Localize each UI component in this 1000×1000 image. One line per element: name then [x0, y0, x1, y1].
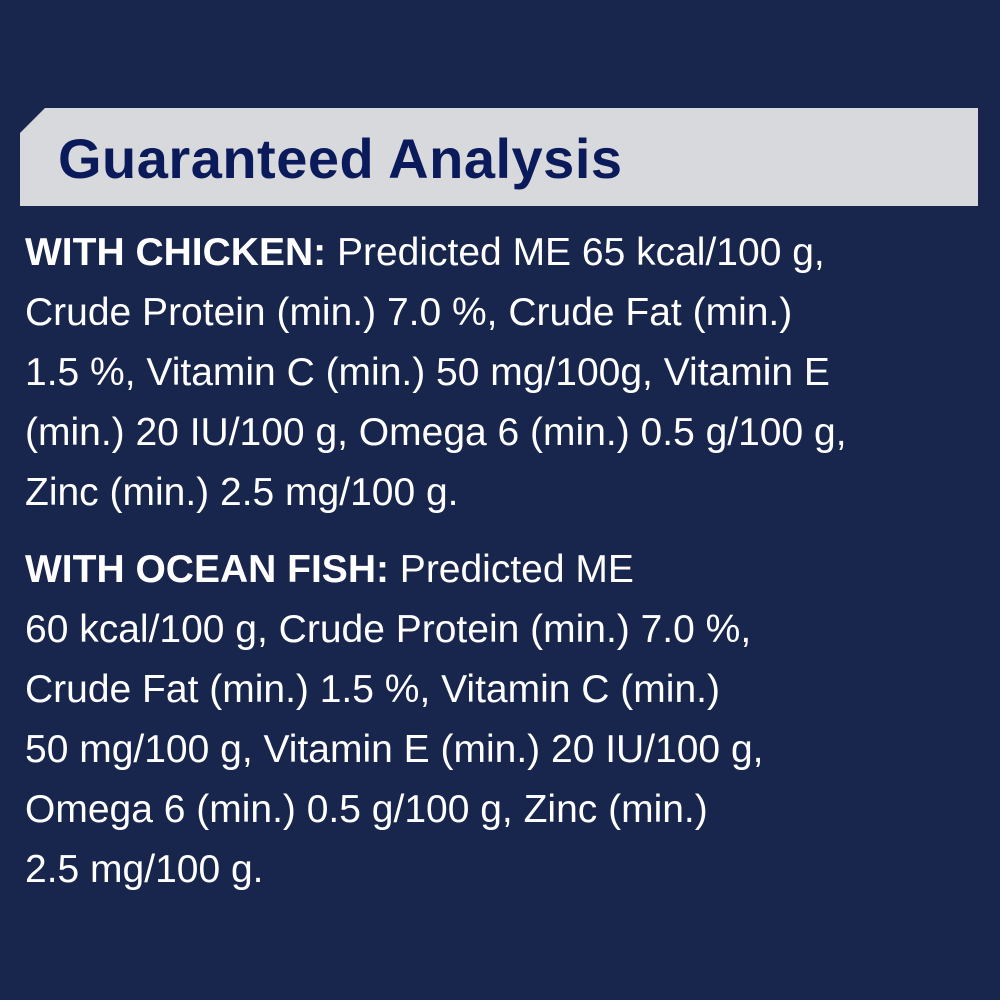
text-line: Omega 6 (min.) 0.5 g/100 g, Zinc (min.): [25, 788, 708, 831]
text-line: 50 mg/100 g, Vitamin E (min.) 20 IU/100 …: [25, 728, 764, 771]
section-ocean-fish: WITH OCEAN FISH: Predicted ME 60 kcal/10…: [25, 540, 764, 900]
text-line: 2.5 mg/100 g.: [25, 848, 264, 891]
text-line: WITH OCEAN FISH: Predicted ME: [25, 540, 764, 600]
text-line: Crude Fat (min.) 1.5 %, Vitamin C (min.): [25, 668, 720, 711]
title-banner: Guaranteed Analysis: [20, 108, 978, 206]
section-label: WITH OCEAN FISH:: [25, 548, 389, 591]
page-title: Guaranteed Analysis: [58, 127, 623, 190]
text-line: 60 kcal/100 g, Crude Protein (min.) 7.0 …: [25, 608, 752, 651]
section-chicken: WITH CHICKEN: Predicted ME 65 kcal/100 g…: [25, 223, 847, 523]
text-line: 1.5 %, Vitamin C (min.) 50 mg/100g, Vita…: [25, 351, 830, 394]
text-line: WITH CHICKEN: Predicted ME 65 kcal/100 g…: [25, 223, 847, 283]
section-label: WITH CHICKEN:: [25, 231, 327, 274]
text-segment: Predicted ME: [388, 548, 634, 591]
text-line: Zinc (min.) 2.5 mg/100 g.: [25, 471, 459, 514]
text-line: (min.) 20 IU/100 g, Omega 6 (min.) 0.5 g…: [25, 411, 847, 454]
text-line: Crude Protein (min.) 7.0 %, Crude Fat (m…: [25, 291, 793, 334]
text-segment: Predicted ME 65 kcal/100 g,: [326, 231, 825, 274]
